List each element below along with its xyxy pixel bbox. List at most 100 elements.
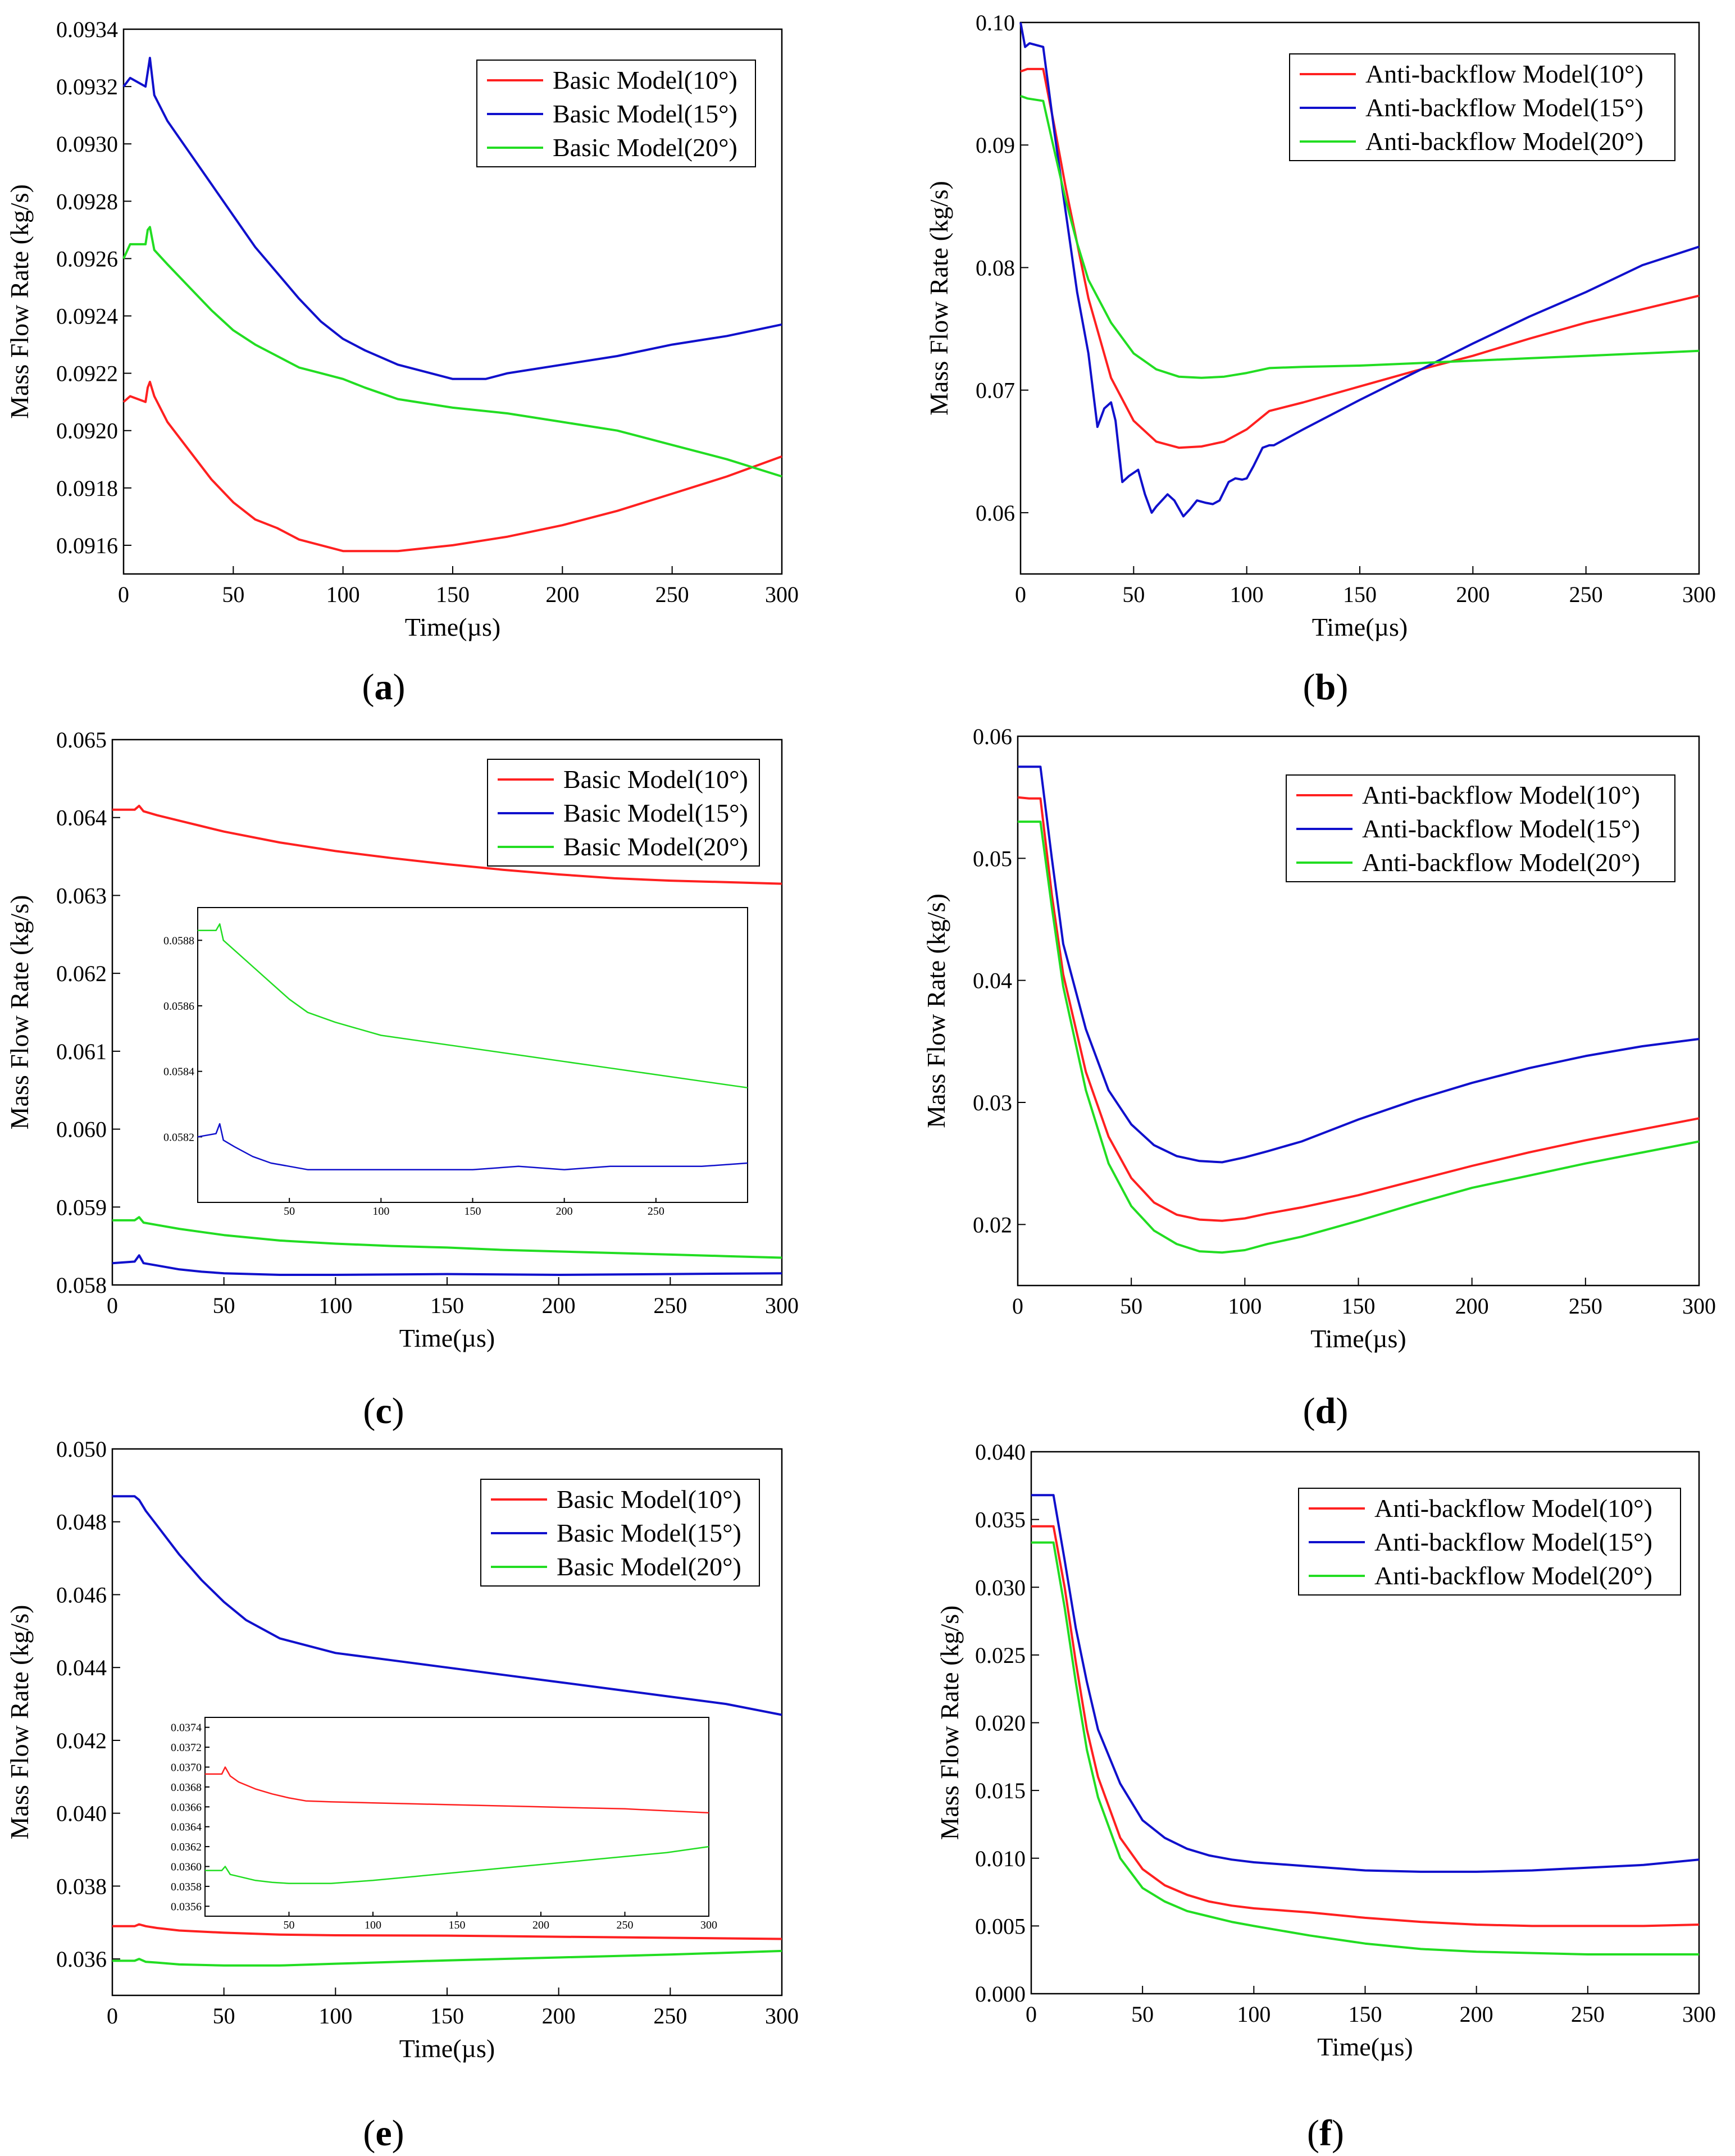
panel-label: (d) [1303,1391,1349,1432]
panel-label: (a) [362,667,406,708]
inset-x-tick-label: 50 [284,1919,295,1931]
x-tick-label: 200 [542,2003,576,2029]
inset-x-tick-label: 150 [465,1205,481,1218]
y-tick-label: 0.025 [975,1643,1026,1668]
legend-label-3: Anti-backflow Model(20°) [1365,127,1643,156]
panel-label: (e) [363,2113,404,2154]
x-tick-label: 200 [1460,2002,1493,2027]
inset-x-tick-label: 100 [372,1205,389,1218]
inset-y-tick-label: 0.0586 [163,1000,194,1013]
y-tick-label: 0.058 [56,1273,107,1298]
x-tick-label: 300 [1682,1293,1716,1319]
legend: Basic Model(10°) Basic Model(15°) Basic Mo… [476,60,756,167]
y-tick-label: 0.065 [56,727,107,753]
y-axis-label: Mass Flow Rate (kg/s) [935,1606,964,1840]
series-line-3 [112,1949,782,1967]
panel-label: (b) [1303,667,1349,708]
series-line-2 [1031,1494,1700,1873]
y-tick-label: 0.061 [56,1039,107,1064]
y-tick-label: 0.015 [975,1778,1026,1803]
y-tick-label: 0.040 [56,1801,107,1826]
inset-x-tick-label: 100 [365,1919,381,1931]
series-line-1 [1017,796,1700,1222]
chart-panel-a: 0 50 100 150 200 250 300 0.0916 0.0918 0.0920 0.09… [5,17,799,708]
y-tick-label: 0.0934 [56,17,118,42]
legend-label-2: Basic Model(15°) [557,1519,741,1547]
x-tick-label: 300 [1682,582,1716,607]
y-tick-label: 0.062 [56,961,107,986]
inset-y-tick-label: 0.0366 [171,1801,202,1813]
inset-chart: 50 100 150 200 250 300 0.0356 0.0358 0.0360 0.036… [171,1717,717,1931]
x-tick-label: 250 [653,2003,687,2029]
chart-panel-d: 0 50 100 150 200 250 300 0.02 0.03 0.04 0.05 0.06 Ti… [922,724,1716,1432]
legend-label-2: Basic Model(15°) [563,799,748,827]
x-tick-label: 0 [107,1293,118,1318]
y-axis-label: Mass Flow Rate (kg/s) [5,184,34,419]
y-axis-label: Mass Flow Rate (kg/s) [5,895,34,1130]
inset-chart: 50 100 150 200 250 0.0582 0.0584 0.0586 0.0588 [163,907,748,1218]
inset-y-tick-label: 0.0582 [163,1131,194,1143]
series-line-1 [122,380,782,553]
inset-y-tick-label: 0.0374 [171,1722,202,1734]
y-tick-label: 0.09 [976,133,1015,158]
x-tick-label: 150 [1343,582,1377,607]
y-tick-label: 0.030 [975,1575,1026,1600]
series-line-3 [1018,821,1700,1254]
y-tick-label: 0.06 [973,724,1012,749]
y-tick-label: 0.0916 [56,533,118,558]
x-tick-label: 100 [318,2003,352,2029]
x-axis-label: Time(µs) [1312,613,1408,641]
x-tick-label: 100 [326,582,360,607]
legend-label-1: Basic Model(10°) [553,66,737,94]
inset-y-tick-label: 0.0370 [171,1762,202,1774]
y-tick-label: 0.08 [976,255,1015,280]
y-tick-label: 0.0928 [56,189,118,214]
x-axis-label: Time(µs) [399,2034,495,2063]
x-tick-label: 250 [1569,1293,1602,1319]
y-tick-label: 0.060 [56,1117,107,1142]
x-tick-label: 150 [436,582,470,607]
x-tick-label: 300 [765,582,799,607]
y-tick-label: 0.059 [56,1195,107,1220]
legend-label-3: Anti-backflow Model(20°) [1362,848,1640,877]
x-tick-label: 50 [1120,1293,1142,1319]
inset-x-tick-label: 250 [617,1919,634,1931]
x-tick-label: 300 [765,2003,799,2029]
legend-label-2: Anti-backflow Model(15°) [1374,1528,1652,1556]
x-tick-label: 250 [1571,2002,1605,2027]
y-axis-label: Mass Flow Rate (kg/s) [925,181,953,416]
legend: Basic Model(10°) Basic Model(15°) Basic Mo… [480,1479,760,1587]
inset-y-tick-label: 0.0358 [171,1881,202,1893]
inset-x-tick-label: 50 [284,1205,295,1218]
x-tick-label: 200 [545,582,579,607]
y-tick-label: 0.0926 [56,246,118,271]
x-axis-label: Time(µs) [1310,1324,1406,1353]
series-line-2 [1018,765,1700,1164]
series-line-1 [112,1923,782,1940]
legend-label-3: Basic Model(20°) [553,133,737,162]
x-tick-label: 0 [118,582,129,607]
legend: Anti-backflow Model(10°) Anti-backflow Mo… [1286,774,1675,882]
legend-label-1: Basic Model(10°) [557,1485,741,1514]
y-tick-label: 0.010 [975,1846,1026,1871]
inset-series-line-1 [198,923,748,1089]
inset-series-line-2 [205,1845,709,1884]
inset-x-tick-label: 150 [449,1919,466,1931]
series-line-2 [112,1254,782,1276]
series-line-1 [1020,67,1700,449]
x-tick-label: 300 [1682,2002,1716,2027]
y-tick-label: 0.04 [973,968,1012,993]
y-tick-label: 0.10 [976,10,1015,35]
inset-y-tick-label: 0.0364 [171,1821,202,1834]
x-tick-label: 0 [107,2003,118,2029]
panel-label: (c) [363,1391,404,1432]
y-tick-label: 0.03 [973,1090,1012,1115]
inset-y-tick-label: 0.0368 [171,1781,202,1794]
x-tick-label: 150 [1349,2002,1382,2027]
y-tick-label: 0.06 [976,500,1015,526]
x-tick-label: 300 [765,1293,799,1318]
y-tick-label: 0.036 [56,1947,107,1972]
chart-panel-f: 0 50 100 150 200 250 300 0.000 0.005 0.010 0.015 0.… [935,1439,1716,2154]
x-tick-label: 100 [1228,1293,1262,1319]
series-line-2 [122,57,782,380]
